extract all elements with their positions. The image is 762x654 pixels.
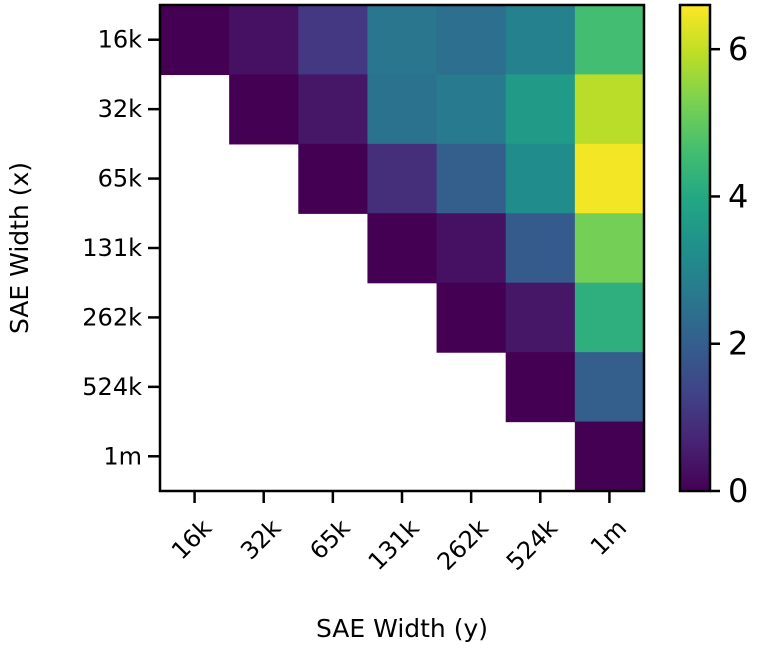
heatmap-cell-131k-1m: [574, 213, 645, 284]
heatmap-cell-262k-1m: [574, 282, 645, 353]
heatmap-cell-131k-524k: [505, 213, 576, 284]
x-tick-label: 1m: [585, 514, 632, 561]
heatmap-cell-1m-1m: [574, 421, 645, 492]
colorbar: [678, 3, 712, 493]
heatmap-cell-131k-131k: [367, 213, 438, 284]
heatmap-cell-32k-1m: [574, 74, 645, 145]
y-tick-label: 262k: [82, 303, 142, 331]
x-tick-label: 524k: [501, 514, 563, 576]
heatmap-cell-65k-262k: [436, 143, 507, 214]
heatmap-cell-32k-262k: [436, 74, 507, 145]
heatmap-cell-524k-1m: [574, 352, 645, 423]
heatmap-cell-32k-524k: [505, 74, 576, 145]
y-axis: 16k 32k 65k 131k 262k 524k 1m: [82, 26, 160, 470]
y-tick-label: 16k: [98, 26, 143, 54]
x-tick-label: 262k: [432, 514, 494, 576]
colorbar-tick-label: 6: [728, 30, 748, 68]
colorbar-tick-label: 0: [728, 472, 748, 510]
heatmap-cell-32k-32k: [229, 74, 299, 145]
heatmap-cell-65k-65k: [298, 143, 369, 214]
heatmap-cell-16k-131k: [367, 5, 438, 76]
heatmap-cell-65k-524k: [505, 143, 576, 214]
heatmap-cell-16k-32k: [229, 5, 299, 76]
heatmap-cell-16k-65k: [298, 5, 369, 76]
x-axis-label: SAE Width (y): [316, 614, 488, 643]
heatmap-cell-65k-131k: [367, 143, 438, 214]
heatmap-cell-524k-524k: [505, 352, 576, 423]
heatmap-cell-16k-16k: [160, 5, 230, 76]
colorbar-tick-label: 2: [728, 325, 748, 363]
heatmap-cell-16k-1m: [574, 5, 645, 76]
x-tick-label: 65k: [304, 514, 355, 565]
y-tick-label: 131k: [82, 234, 142, 262]
heatmap-cell-32k-131k: [367, 74, 438, 145]
heatmap-cell-65k-1m: [574, 143, 645, 214]
heatmap-cell-16k-262k: [436, 5, 507, 76]
y-tick-label: 32k: [98, 95, 143, 123]
y-tick-label: 1m: [103, 442, 142, 470]
colorbar-axis: 0 2 4 6: [710, 30, 748, 510]
heatmap-cell-131k-262k: [436, 213, 507, 284]
y-axis-label: SAE Width (x): [5, 162, 34, 334]
heatmap-cell-262k-262k: [436, 282, 507, 353]
y-tick-label: 65k: [98, 165, 143, 193]
colorbar-tick-label: 4: [728, 177, 748, 215]
y-tick-label: 524k: [82, 373, 142, 401]
x-axis: 16k 32k 65k 131k 262k 524k 1m: [166, 491, 632, 576]
heatmap-cell-16k-524k: [505, 5, 576, 76]
x-tick-label: 32k: [235, 514, 286, 565]
heatmap-cell-32k-65k: [298, 74, 369, 145]
x-tick-label: 131k: [363, 514, 425, 576]
x-tick-label: 16k: [166, 514, 217, 565]
heatmap-cells: [160, 5, 645, 492]
heatmap-cell-262k-524k: [505, 282, 576, 353]
